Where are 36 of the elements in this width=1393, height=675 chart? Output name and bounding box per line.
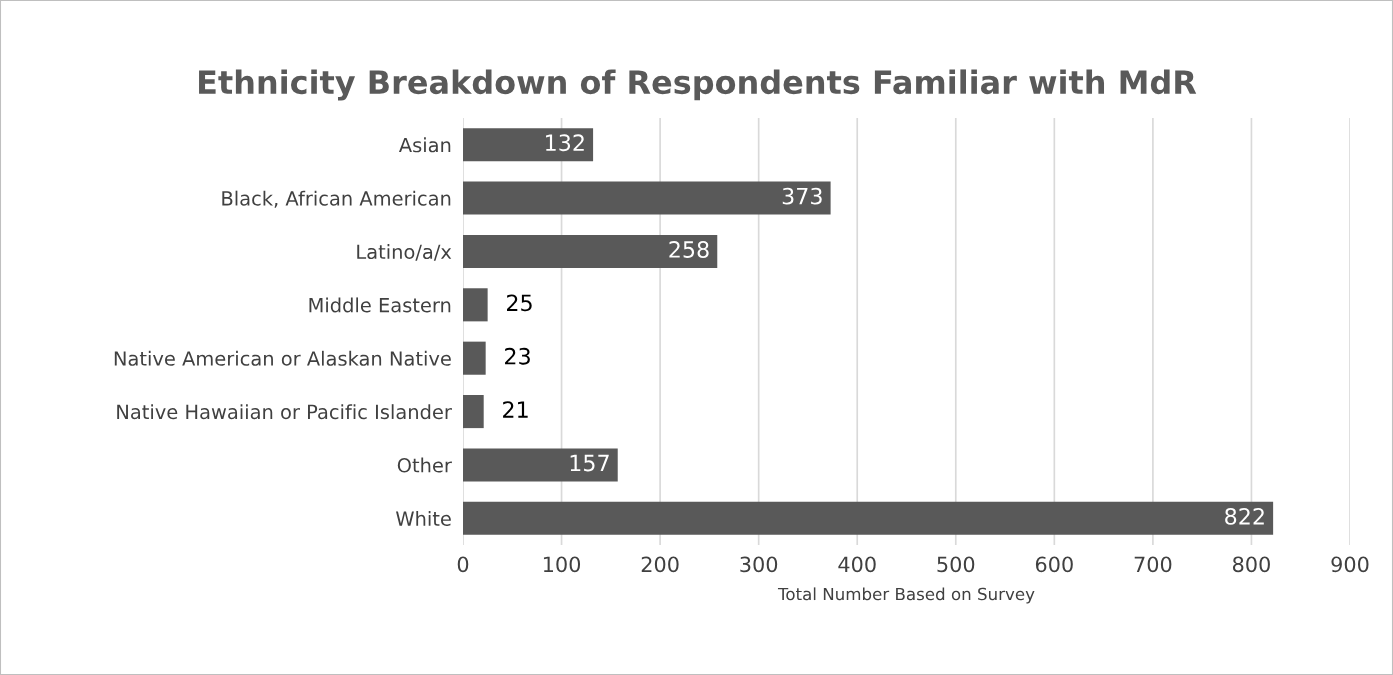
data-label: 132 — [546, 134, 584, 152]
data-label: 23 — [505, 347, 530, 365]
y-tick-label: Black, African American — [222, 190, 451, 208]
bar — [463, 128, 594, 162]
x-tick-label: 700 — [1134, 556, 1172, 573]
bar — [463, 234, 718, 268]
x-tick-label: 200 — [641, 556, 679, 573]
data-label: 822 — [1225, 507, 1264, 525]
x-axis-title: Total Number Based on Survey — [777, 587, 1035, 604]
data-label: 21 — [503, 401, 528, 418]
x-tick-label: 300 — [740, 556, 778, 573]
y-tick-label: Native Hawaiian or Pacific Islander — [117, 404, 452, 420]
y-tick-label: Other — [397, 457, 452, 473]
bar — [463, 501, 1274, 535]
chart-title: Ethnicity Breakdown of Respondents Familiar with MdR — [199, 69, 1197, 101]
x-tick-label: 600 — [1035, 556, 1073, 573]
x-tick-label: 500 — [937, 556, 975, 573]
x-tick-label: 900 — [1331, 556, 1369, 573]
y-tick-label: Asian — [398, 137, 451, 153]
bar — [463, 341, 486, 375]
x-tick-label: 100 — [543, 556, 581, 573]
y-tick-label: Latino/a/x — [357, 244, 452, 261]
data-label: 373 — [782, 187, 822, 205]
data-label: 258 — [669, 241, 709, 258]
y-tick-label: Native American or Alaskan Native — [114, 350, 451, 366]
bar — [463, 395, 484, 429]
bar — [463, 181, 831, 215]
y-tick-label: Middle Eastern — [309, 297, 451, 313]
data-label: 25 — [507, 294, 532, 312]
x-tick-label: 800 — [1232, 556, 1270, 573]
bar — [463, 448, 618, 482]
x-tick-label: 400 — [838, 556, 876, 573]
x-tick-label: 0 — [457, 556, 469, 573]
data-label: 157 — [570, 454, 609, 472]
y-tick-label: White — [396, 510, 451, 526]
bar — [463, 288, 488, 322]
